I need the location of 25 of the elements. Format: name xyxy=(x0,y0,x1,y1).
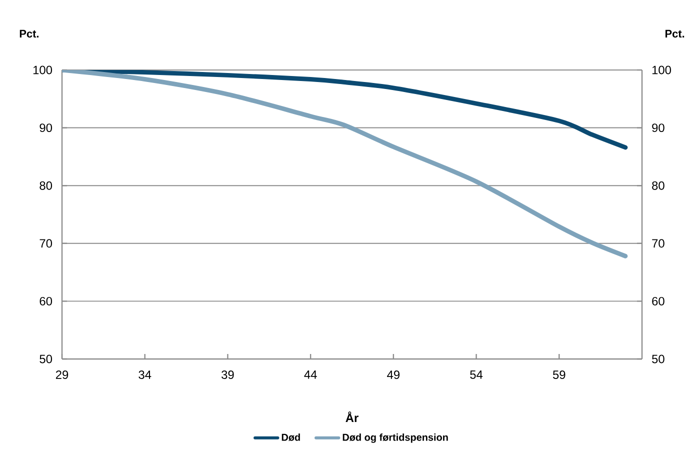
y-tick-label: 50 xyxy=(40,354,52,364)
y2-axis-title: Pct. xyxy=(665,30,684,38)
x-tick-label: 54 xyxy=(470,370,483,379)
y-tick-label: 80 xyxy=(40,181,52,190)
x-tick-label: 59 xyxy=(552,370,566,379)
y2-tick-label: 80 xyxy=(652,181,664,190)
x-tick-label: 49 xyxy=(387,370,400,379)
y2-tick-label: 90 xyxy=(652,124,664,132)
legend-label: Død og førtidspension xyxy=(342,434,448,443)
y-tick-label: 70 xyxy=(40,239,52,248)
x-axis-title: År xyxy=(346,412,358,422)
x-tick-label: 34 xyxy=(138,370,152,379)
x-tick-label: 39 xyxy=(222,370,234,379)
y-tick-label: 90 xyxy=(40,124,52,132)
y2-tick-label: 70 xyxy=(652,239,664,248)
y-tick-label: 60 xyxy=(40,296,52,306)
legend-label: Død xyxy=(282,434,300,442)
x-tick-label: 44 xyxy=(304,370,317,379)
x-tick-label: 29 xyxy=(56,370,68,379)
y2-tick-label: 100 xyxy=(652,66,672,74)
y2-tick-label: 60 xyxy=(652,296,664,306)
line-series xyxy=(62,70,628,258)
y2-tick-label: 50 xyxy=(652,354,664,364)
y-tick-label: 100 xyxy=(33,66,52,74)
y-axis-title: Pct. xyxy=(20,30,39,38)
